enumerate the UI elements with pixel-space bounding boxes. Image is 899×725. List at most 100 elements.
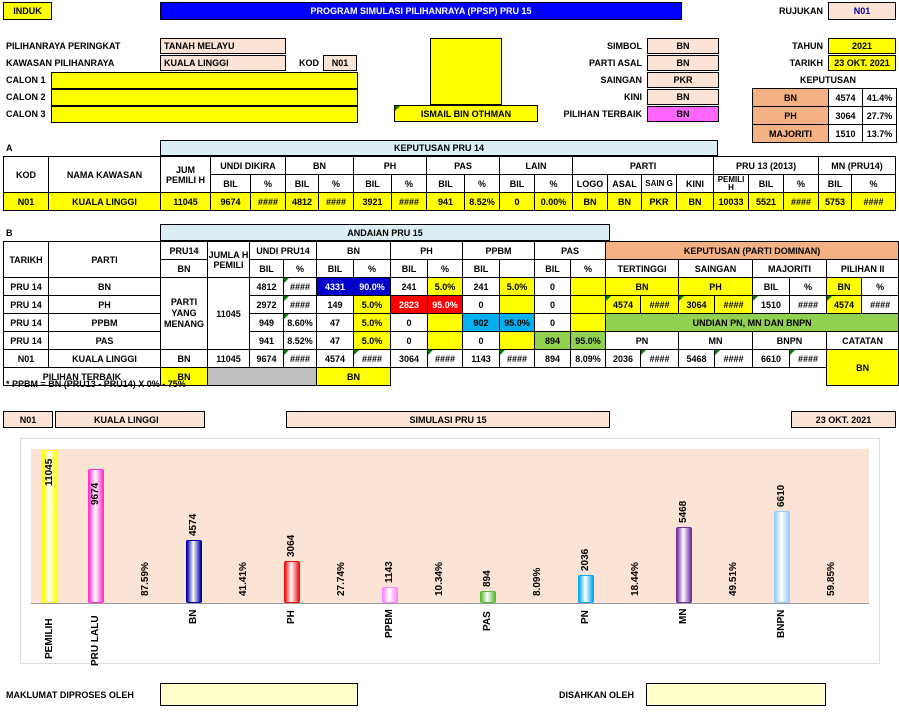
b-cell: 0 bbox=[390, 331, 429, 350]
a-cell: #### bbox=[390, 192, 428, 211]
footer-sim: SIMULASI PRU 15 bbox=[286, 411, 610, 428]
a-cell: #### bbox=[851, 192, 896, 211]
calon1-field[interactable] bbox=[51, 72, 358, 89]
saingan-field[interactable]: PKR bbox=[647, 72, 719, 88]
b-cell: 4812 bbox=[249, 277, 284, 296]
tahun-label: TAHUN bbox=[792, 41, 823, 51]
b-cell: 47 bbox=[316, 313, 355, 332]
h-bil: BIL bbox=[249, 259, 284, 278]
h-pct: % bbox=[534, 174, 574, 193]
h-bil: BIL bbox=[353, 174, 392, 193]
t-cell: 2036 bbox=[605, 349, 642, 368]
a-cell: 3921 bbox=[353, 192, 392, 211]
rujukan-value[interactable]: N01 bbox=[828, 2, 896, 20]
kod-field[interactable]: N01 bbox=[323, 55, 357, 71]
a-cell: 0.00% bbox=[534, 192, 574, 211]
a-cell: 9674 bbox=[210, 192, 251, 211]
b-cell: 0 bbox=[390, 313, 429, 332]
pilihanraya-field[interactable]: TANAH MELAYU bbox=[160, 38, 286, 54]
kep-party: BN bbox=[752, 88, 829, 107]
b-cell: 902 bbox=[462, 313, 501, 332]
t-cell: 4574 bbox=[316, 349, 355, 368]
calon1-label: CALON 1 bbox=[6, 75, 46, 85]
b-cell: 95.0% bbox=[499, 313, 536, 332]
h-asal: ASAL bbox=[607, 174, 643, 193]
b-parti: PAS bbox=[48, 331, 161, 350]
b-cell: 90.0% bbox=[353, 277, 392, 296]
tahun-field[interactable]: 2021 bbox=[828, 38, 896, 54]
b-tarikh: PRU 14 bbox=[3, 277, 49, 296]
t-cell: #### bbox=[789, 349, 828, 368]
h-bil: BIL bbox=[748, 174, 785, 193]
table-a: KOD NAMA KAWASAN JUM PEMILI H UNDI DIKIR… bbox=[3, 156, 896, 211]
undian-banner: UNDIAN PN, MN DAN BNPN bbox=[605, 313, 899, 332]
b-tarikh: PRU 14 bbox=[3, 295, 49, 314]
h-bil: BIL bbox=[316, 259, 355, 278]
h-bil: BIL bbox=[462, 259, 501, 278]
b-cell bbox=[570, 313, 607, 332]
parti-asal-field[interactable]: BN bbox=[647, 55, 719, 71]
col-parti: PARTI bbox=[572, 156, 715, 175]
kep-pct: 27.7% bbox=[862, 106, 897, 125]
section-a-title: KEPUTUSAN PRU 14 bbox=[160, 140, 718, 156]
proses-field[interactable] bbox=[160, 683, 358, 706]
col-ph: PH bbox=[352, 156, 428, 175]
k-pct: % bbox=[789, 277, 828, 296]
b-cell: 241 bbox=[462, 277, 501, 296]
col-pas: PAS bbox=[426, 156, 501, 175]
pilihan-field[interactable]: BN bbox=[647, 106, 719, 122]
section-b-label: B bbox=[6, 228, 13, 238]
h-bil: BIL bbox=[285, 174, 319, 193]
parti-yang-menang: PARTI YANG MENANG bbox=[160, 277, 208, 350]
a-cell: 0 bbox=[499, 192, 536, 211]
kep-bil: 4574 bbox=[828, 88, 863, 107]
calon3-label: CALON 3 bbox=[6, 109, 46, 119]
tarikh-field[interactable]: 23 OKT. 2021 bbox=[828, 55, 896, 71]
h-pct: % bbox=[464, 174, 501, 193]
b-cell: 5.0% bbox=[499, 277, 536, 296]
induk-button[interactable]: INDUK bbox=[3, 2, 52, 20]
sahkan-field[interactable] bbox=[646, 683, 826, 706]
candidate-name: ISMAIL BIN OTHMAN bbox=[394, 105, 538, 122]
simbol-field[interactable]: BN bbox=[647, 38, 719, 54]
a-cell: BN bbox=[607, 192, 643, 211]
b-cell: 95.0% bbox=[570, 331, 607, 350]
b-cell bbox=[427, 313, 464, 332]
k-cell: 4574 bbox=[605, 295, 642, 314]
t-bn: BN bbox=[160, 349, 208, 368]
b-cell: 894 bbox=[534, 331, 572, 350]
kawasan-field[interactable]: KUALA LINGGI bbox=[160, 55, 286, 71]
b-cell: 0 bbox=[462, 295, 501, 314]
catatan-label: CATATAN bbox=[826, 331, 899, 350]
catatan-value[interactable]: BN bbox=[826, 349, 899, 386]
mn-label: MN bbox=[678, 331, 754, 350]
k-pct: % bbox=[861, 277, 899, 296]
pilihan-label: PILIHAN TERBAIK bbox=[563, 109, 643, 119]
calon3-field[interactable] bbox=[51, 106, 358, 123]
h-bil: BIL bbox=[210, 174, 251, 193]
proses-label: MAKLUMAT DIPROSES OLEH bbox=[6, 690, 134, 700]
h-bil: BIL bbox=[390, 259, 429, 278]
b-cell bbox=[570, 277, 607, 296]
kini-field[interactable]: BN bbox=[647, 89, 719, 105]
b-cell: 5.0% bbox=[353, 295, 392, 314]
h-pct: % bbox=[282, 259, 318, 278]
h-bil: BIL bbox=[426, 174, 466, 193]
b-cell: 47 bbox=[316, 331, 355, 350]
col-bn: BN bbox=[285, 156, 354, 175]
t-jum: 11045 bbox=[207, 349, 250, 368]
t-cell: 5468 bbox=[678, 349, 716, 368]
col-ph: PH bbox=[390, 241, 464, 260]
t-kod: N01 bbox=[3, 349, 49, 368]
pn-label: PN bbox=[605, 331, 680, 350]
col-ppbm: PPBM bbox=[462, 241, 536, 260]
h-pct: % bbox=[318, 174, 354, 193]
calon2-field[interactable] bbox=[51, 89, 358, 106]
h-tertinggi: TERTINGGI bbox=[605, 259, 680, 278]
jumlah-pemilih: 11045 bbox=[207, 277, 250, 350]
b-cell: 241 bbox=[390, 277, 429, 296]
t-cell: 3064 bbox=[390, 349, 429, 368]
b-cell bbox=[570, 295, 607, 314]
kep-pct: 13.7% bbox=[862, 124, 897, 143]
col-pas: PAS bbox=[534, 241, 607, 260]
